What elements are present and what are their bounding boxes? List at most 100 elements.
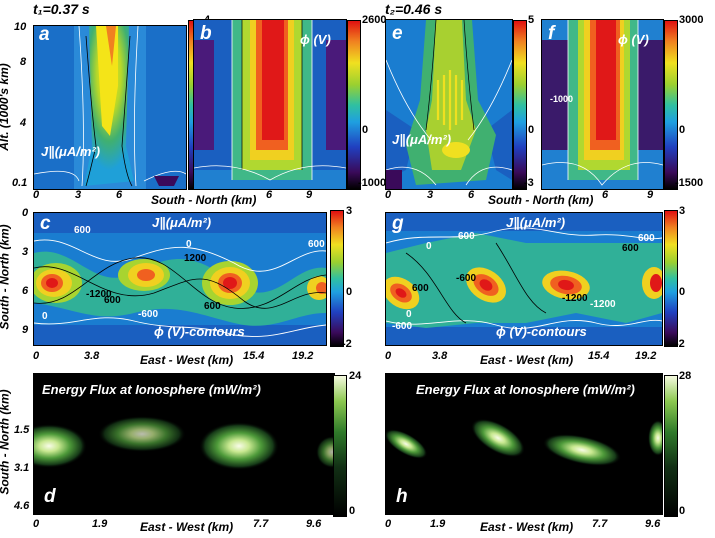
cbar-b-max: 2600 (362, 14, 387, 26)
sn-axis-label-bot: South - North (km) (0, 389, 12, 495)
panel-f-quantity: ϕ (V) (618, 32, 649, 47)
colorbar-c (330, 210, 344, 347)
sn-tick-f: 6 (602, 189, 609, 201)
panel-b-plot (194, 20, 346, 189)
alt-tick: 10 (14, 21, 27, 33)
sn-tick-b: 6 (266, 189, 273, 201)
panel-a-jpar-altitude: a J∥(μA/m²) (33, 25, 187, 190)
time-left: t₁=0.37 s (33, 1, 90, 17)
cbar-g-max: 3 (679, 205, 686, 217)
panel-f-potential-altitude: f ϕ (V) -1000 (541, 19, 664, 190)
contour-label-g: -600 (392, 321, 413, 332)
ew-tick-g: 19.2 (635, 350, 657, 362)
cbar-h-min: 0 (679, 505, 686, 517)
cbar-b-min: -1000 (358, 177, 387, 189)
sn-axis-label-mid: South - North (km) (0, 224, 12, 330)
panel-g-contour-label: ϕ (V)-contours (496, 324, 587, 339)
panel-f-contour-label: -1000 (550, 94, 574, 104)
ew-tick-c: 3.8 (84, 350, 100, 362)
cbar-e-mid: 0 (528, 124, 535, 136)
snk-tick-d: 3.1 (14, 462, 30, 474)
alt-tick: 0.1 (12, 177, 28, 189)
cbar-c-min: -2 (342, 338, 352, 350)
panel-b-quantity: ϕ (V) (300, 32, 331, 47)
ew-tick-h: 7.7 (592, 518, 608, 530)
contour-label-g: 600 (458, 231, 475, 242)
cbar-g-mid: 0 (679, 286, 686, 298)
contour-label-g: 0 (426, 241, 432, 252)
colorbar-d (333, 375, 347, 517)
colorbar-h (664, 375, 678, 517)
contour-label-g: 0 (406, 309, 412, 320)
cbar-g-min: -2 (675, 338, 685, 350)
ew-tick-d: 0 (33, 518, 40, 530)
panel-h-letter: h (396, 486, 408, 507)
contour-label-c: 600 (308, 239, 325, 250)
sn-tick-e: 3 (427, 189, 434, 201)
contour-label-g: 600 (638, 233, 655, 244)
panel-e-quantity: J∥(μA/m²) (392, 132, 452, 147)
time-right: t₂=0.46 s (385, 1, 443, 17)
alt-tick: 8 (20, 56, 27, 68)
ew-tick-d: 1.9 (92, 518, 108, 530)
panel-e-jpar-altitude: e J∥(μA/m²) (385, 19, 513, 190)
colorbar-e (513, 20, 527, 190)
panel-g-quantity: J∥(μA/m²) (506, 215, 566, 230)
panel-b-letter: b (200, 23, 212, 44)
ew-tick-h: 0 (385, 518, 392, 530)
snk-tick-d: 4.6 (14, 500, 30, 512)
panel-h-plot (386, 374, 662, 514)
panel-g-jpar-horizontal: g J∥(μA/m²) ϕ (V)-contours 600 0 600 -12… (385, 212, 663, 346)
cbar-c-mid: 0 (346, 286, 353, 298)
sn-tick-a: 0 (33, 189, 40, 201)
ew-tick-c: 19.2 (292, 350, 314, 362)
panel-c-contour-label: ϕ (V)-contours (154, 324, 245, 339)
panel-h-title: Energy Flux at Ionosphere (mW/m²) (416, 382, 635, 397)
sn-tick-a: 3 (75, 189, 82, 201)
sn-axis-label-ab: South - North (km) (151, 193, 257, 207)
contour-label-c: 600 (204, 301, 221, 312)
sn-tick-e: 0 (385, 189, 392, 201)
panel-f-plot (542, 20, 663, 189)
panel-b-area: b ϕ (V) (193, 19, 347, 190)
colorbar-g (664, 210, 678, 347)
sn-tick-b: 9 (306, 189, 313, 201)
contour-label-c: -1200 (86, 289, 112, 300)
ew-axis-label-g: East - West (km) (480, 353, 574, 367)
panel-c-jpar-horizontal: c J∥(μA/m²) ϕ (V)-contours 600 -1200 600… (33, 212, 327, 346)
cbar-e-min: -3 (524, 177, 534, 189)
panel-c-quantity: J∥(μA/m²) (152, 215, 212, 230)
contour-label-g: -1200 (590, 299, 616, 310)
colorbar-f (664, 20, 678, 190)
cbar-f-mid: 0 (679, 124, 686, 136)
snk-tick-d: 1.5 (14, 424, 30, 436)
ew-tick-g: 0 (385, 350, 392, 362)
contour-label-c: -600 (138, 309, 159, 320)
sn-axis-label-ef: South - North (km) (488, 193, 594, 207)
ew-axis-label-d: East - West (km) (140, 520, 234, 534)
ew-tick-g: 15.4 (588, 350, 610, 362)
ew-tick-d: 9.6 (306, 518, 322, 530)
snk-tick-c: 9 (22, 324, 29, 336)
panel-c-plot (34, 213, 326, 345)
contour-label-c: 600 (74, 225, 91, 236)
panel-e-letter: e (392, 23, 403, 44)
ew-axis-label-h: East - West (km) (480, 520, 574, 534)
panel-f-letter: f (548, 23, 555, 44)
panel-d-plot (34, 374, 334, 514)
contour-label-g: -1200 (562, 293, 588, 304)
contour-label-c: 0 (186, 239, 192, 250)
snk-tick-c: 6 (22, 285, 29, 297)
ew-axis-label-c: East - West (km) (140, 353, 234, 367)
snk-tick-c: 3 (22, 246, 29, 258)
cbar-d-max: 24 (349, 370, 362, 382)
sn-tick-a: 6 (116, 189, 123, 201)
sn-tick-e: 6 (468, 189, 475, 201)
colorbar-b (347, 20, 361, 190)
panel-e-plot (386, 20, 512, 189)
contour-label-g: 600 (622, 243, 639, 254)
ew-tick-c: 0 (33, 350, 40, 362)
contour-label-g: -600 (456, 273, 477, 284)
ew-tick-d: 7.7 (253, 518, 269, 530)
panel-a-quantity: J∥(μA/m²) (41, 144, 101, 159)
